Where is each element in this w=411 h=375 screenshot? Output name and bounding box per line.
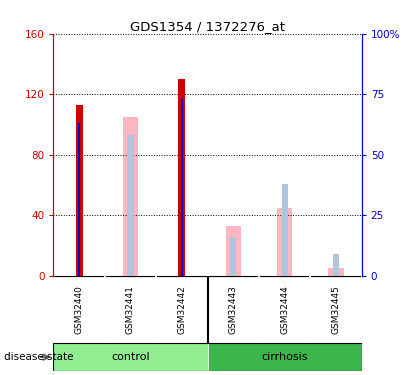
Bar (328, 268, 344, 276)
Text: GSM32440: GSM32440 (75, 285, 83, 334)
Text: disease state: disease state (4, 352, 74, 362)
Bar (53, 343, 208, 371)
Text: GSM32444: GSM32444 (280, 285, 289, 334)
Bar (127, 135, 134, 276)
Text: GSM32442: GSM32442 (178, 285, 186, 334)
Bar (230, 237, 236, 276)
Text: control: control (111, 352, 150, 362)
Bar (76, 105, 83, 276)
Bar (180, 99, 183, 276)
Bar (282, 184, 288, 276)
Bar (226, 226, 241, 276)
Bar (123, 117, 138, 276)
Title: GDS1354 / 1372276_at: GDS1354 / 1372276_at (130, 20, 285, 33)
Bar (333, 254, 339, 276)
Text: GSM32445: GSM32445 (332, 285, 340, 334)
Text: GSM32441: GSM32441 (126, 285, 135, 334)
Text: GSM32443: GSM32443 (229, 285, 238, 334)
Bar (78, 123, 81, 276)
Bar (178, 79, 185, 276)
Bar (208, 343, 362, 371)
Text: cirrhosis: cirrhosis (261, 352, 308, 362)
Bar (277, 208, 292, 276)
